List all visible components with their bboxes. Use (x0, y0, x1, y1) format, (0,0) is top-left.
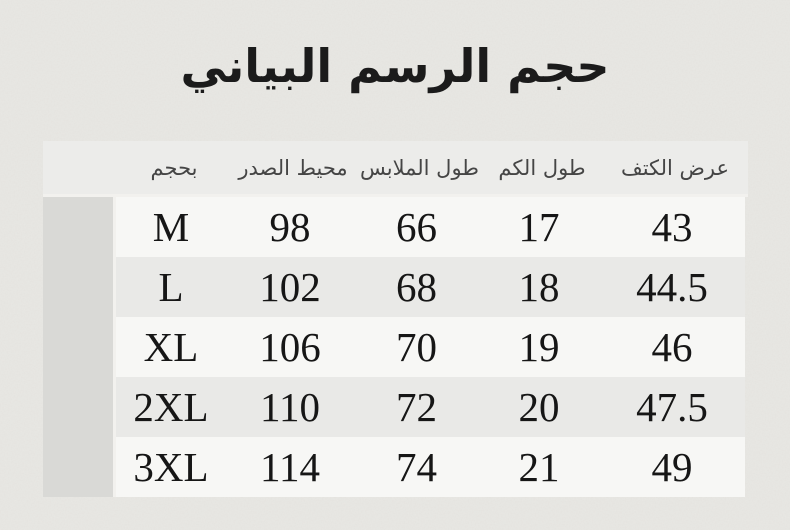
table-row: 2XL 110 72 20 47.5 (43, 377, 748, 437)
table-row: XL 106 70 19 46 (43, 317, 748, 377)
cell-length: 70 (354, 317, 479, 377)
column-header-size: بحجم (150, 155, 198, 180)
cell-size: L (116, 257, 226, 317)
row-accent-strip (43, 437, 116, 497)
cell-length: 72 (354, 377, 479, 437)
column-header-chest: محيط الصدر (238, 155, 348, 180)
header-spacer (43, 140, 119, 196)
cell-sleeve: 18 (479, 257, 599, 317)
cell-chest: 106 (226, 317, 354, 377)
cell-length: 74 (354, 437, 479, 497)
size-chart-table: بحجم محيط الصدر طول الملابس طول الكم عرض… (43, 141, 748, 497)
page-title: حجم الرسم البياني (180, 39, 610, 93)
cell-sleeve: 17 (479, 197, 599, 257)
cell-sleeve: 21 (479, 437, 599, 497)
table-row: 3XL 114 74 21 49 (43, 437, 748, 497)
cell-shoulder: 43 (599, 197, 745, 257)
cell-size: 2XL (116, 377, 226, 437)
cell-chest: 102 (226, 257, 354, 317)
row-accent-strip (43, 317, 116, 377)
column-header-shoulder: عرض الكتف (620, 155, 730, 180)
row-accent-strip (43, 377, 116, 437)
column-header-length: طول الملابس (359, 155, 480, 180)
cell-shoulder: 49 (599, 437, 745, 497)
table-header-row: بحجم محيط الصدر طول الملابس طول الكم عرض… (43, 141, 748, 197)
cell-chest: 114 (226, 437, 354, 497)
cell-chest: 98 (226, 197, 354, 257)
cell-size: XL (116, 317, 226, 377)
cell-length: 66 (354, 197, 479, 257)
cell-size: 3XL (116, 437, 226, 497)
column-header-sleeve: طول الكم (498, 155, 586, 180)
row-accent-strip (43, 197, 116, 257)
cell-shoulder: 47.5 (599, 377, 745, 437)
cell-shoulder: 46 (599, 317, 745, 377)
cell-length: 68 (354, 257, 479, 317)
row-accent-strip (43, 257, 116, 317)
cell-shoulder: 44.5 (599, 257, 745, 317)
cell-size: M (116, 197, 226, 257)
table-row: L 102 68 18 44.5 (43, 257, 748, 317)
cell-sleeve: 19 (479, 317, 599, 377)
cell-sleeve: 20 (479, 377, 599, 437)
cell-chest: 110 (226, 377, 354, 437)
table-row: M 98 66 17 43 (43, 197, 748, 257)
